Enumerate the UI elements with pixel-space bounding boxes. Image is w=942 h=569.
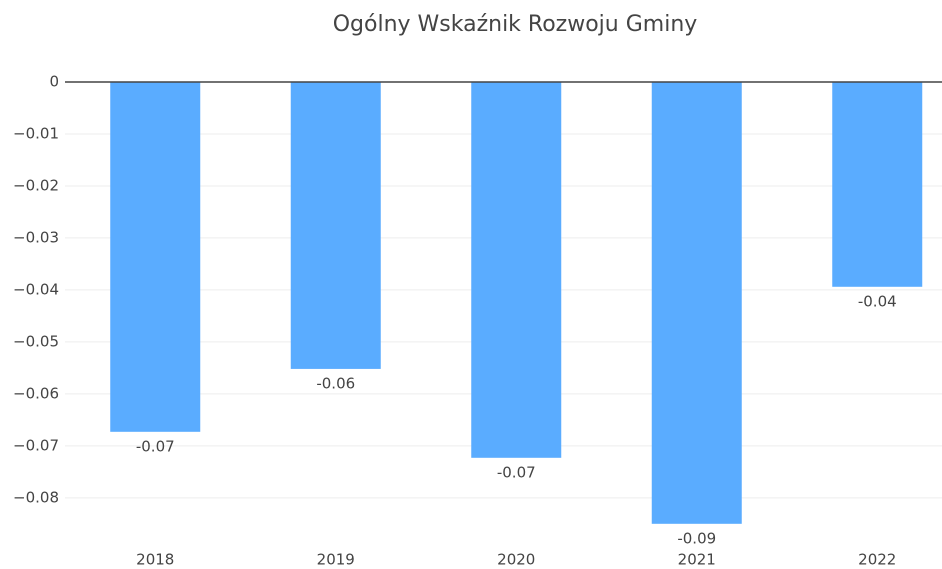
data-label: -0.06 bbox=[316, 374, 355, 392]
y-tick-label: −0.02 bbox=[13, 176, 59, 194]
bar bbox=[110, 82, 201, 432]
data-label: -0.07 bbox=[497, 463, 536, 481]
y-tick-label: −0.06 bbox=[13, 384, 59, 402]
y-tick-label: −0.03 bbox=[13, 228, 59, 246]
x-tick-label: 2018 bbox=[136, 551, 174, 569]
y-tick-label: −0.05 bbox=[13, 332, 59, 350]
y-tick-label: −0.07 bbox=[13, 436, 59, 454]
chart-title: Ogólny Wskaźnik Rozwoju Gminy bbox=[333, 12, 698, 37]
y-tick-label: −0.08 bbox=[13, 488, 59, 506]
x-tick-label: 2021 bbox=[678, 551, 716, 569]
x-tick-label: 2022 bbox=[858, 551, 896, 569]
y-tick-label: −0.01 bbox=[13, 124, 59, 142]
x-tick-label: 2019 bbox=[317, 551, 355, 569]
bar bbox=[471, 82, 562, 458]
x-tick-label: 2020 bbox=[497, 551, 535, 569]
y-tick-label: −0.04 bbox=[13, 280, 59, 298]
data-label: -0.04 bbox=[858, 292, 897, 310]
bar bbox=[832, 82, 923, 287]
data-label: -0.07 bbox=[136, 437, 175, 455]
y-tick-label: 0 bbox=[49, 73, 59, 91]
data-label: -0.09 bbox=[677, 529, 716, 547]
bar bbox=[290, 82, 381, 369]
bar bbox=[651, 82, 742, 524]
